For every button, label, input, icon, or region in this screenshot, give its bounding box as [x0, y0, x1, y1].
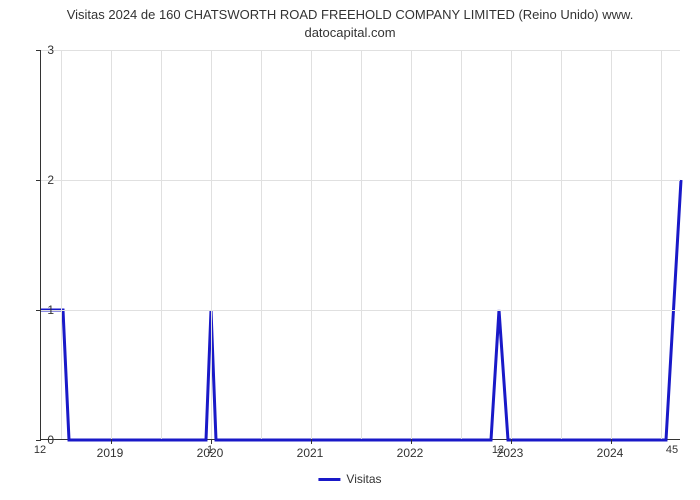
chart-container: { "chart": { "type": "line", "title_line…	[0, 0, 700, 500]
grid-v	[211, 50, 212, 439]
x-tick-label: 2022	[397, 446, 424, 460]
x-tick-mark	[111, 439, 112, 444]
legend-label: Visitas	[346, 472, 381, 486]
x-tick-mark	[311, 439, 312, 444]
y-tick-label: 3	[30, 43, 54, 57]
chart-title: Visitas 2024 de 160 CHATSWORTH ROAD FREE…	[0, 0, 700, 43]
x-tick-label: 2019	[97, 446, 124, 460]
grid-v-minor	[61, 50, 62, 439]
x-tick-label: 2024	[597, 446, 624, 460]
grid-v	[511, 50, 512, 439]
grid-v-minor	[361, 50, 362, 439]
legend: Visitas	[318, 472, 381, 486]
x-tick-mark	[511, 439, 512, 444]
grid-v	[111, 50, 112, 439]
grid-v	[611, 50, 612, 439]
value-label: 1	[207, 444, 213, 456]
grid-v-minor	[561, 50, 562, 439]
grid-v-minor	[161, 50, 162, 439]
grid-v-minor	[661, 50, 662, 439]
x-tick-mark	[611, 439, 612, 444]
value-label: 12	[34, 444, 46, 456]
y-tick-label: 1	[30, 303, 54, 317]
x-tick-label: 2021	[297, 446, 324, 460]
chart-title-line2: datocapital.com	[304, 25, 395, 40]
plot-area	[40, 50, 680, 440]
y-tick-label: 2	[30, 173, 54, 187]
grid-v	[411, 50, 412, 439]
legend-swatch	[318, 478, 340, 481]
value-label: 12	[492, 444, 504, 456]
grid-v	[311, 50, 312, 439]
value-label: 45	[666, 444, 678, 456]
plot-wrap	[40, 50, 680, 440]
grid-v-minor	[461, 50, 462, 439]
x-tick-mark	[411, 439, 412, 444]
chart-title-line1: Visitas 2024 de 160 CHATSWORTH ROAD FREE…	[67, 7, 634, 22]
grid-v-minor	[261, 50, 262, 439]
